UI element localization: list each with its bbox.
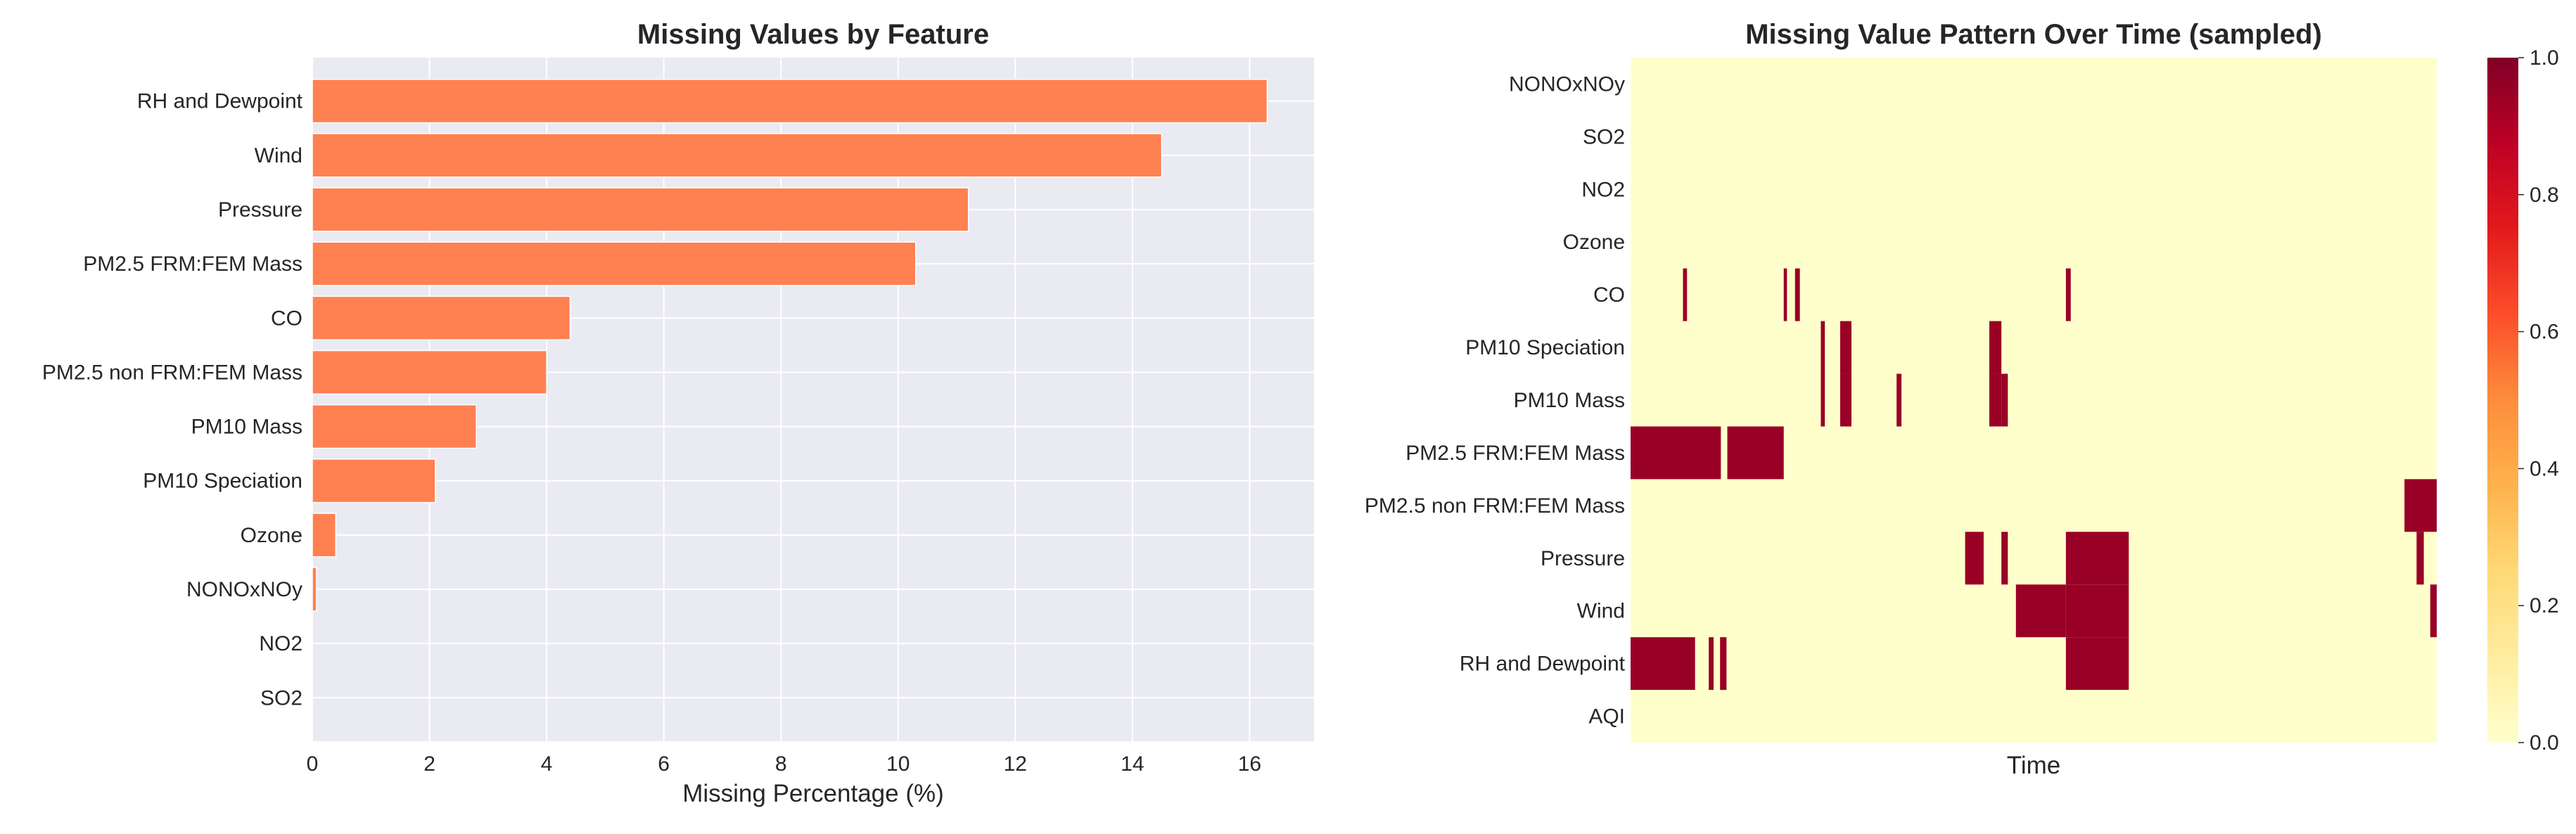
bar-category-label-11: SO2 [260,686,302,710]
heatmap-missing-cell [1709,637,1714,691]
heatmap-missing-cell [2065,584,2129,638]
bar-x-tick-7: 14 [1121,752,1144,776]
bar-chart-title: Missing Values by Feature [637,19,989,50]
heatmap-colorbar: 0.0 0.2 0.4 0.6 0.8 1.0 [2487,46,2559,755]
heatmap-missing-cell [1896,373,1902,427]
bar-category-label-4: CO [271,307,302,330]
heatmap-background [1631,58,2437,743]
bar-x-tick-2: 4 [541,752,553,776]
bar-x-tick-labels: 0 2 4 6 8 10 12 14 16 [307,752,1261,776]
heatmap-missing-cell [1821,321,1825,374]
bar-x-tick-3: 6 [658,752,670,776]
colorbar-tick-3: 0.6 [2530,321,2559,344]
bar-6 [312,404,477,449]
heatmap-missing-cell [1821,373,1825,427]
bar-category-label-10: NO2 [259,632,302,655]
heatmap-title: Missing Value Pattern Over Time (sampled… [1745,19,2322,50]
bar-category-label-9: NONOxNOy [186,578,302,601]
bar-category-labels: RH and Dewpoint Wind Pressure PM2.5 FRM:FEM… [42,90,303,710]
bar-x-axis-label: Missing Percentage (%) [682,780,944,807]
heatmap-row-label-6: PM10 Mass [1514,389,1625,412]
heatmap-missing-cell [1720,637,1727,691]
bar-4 [312,295,571,340]
heatmap-missing-cell [1989,321,2002,374]
colorbar-gradient [2487,58,2518,743]
heatmap-row-labels: NONOxNOy SO2 NO2 Ozone CO PM10 Speciation PM10… [1365,72,1626,728]
bar-8 [312,513,337,558]
heatmap-cells [1631,58,2437,743]
heatmap-missing-cell [1839,373,1852,427]
bar-category-label-1: Wind [255,144,302,167]
heatmap-row-label-2: NO2 [1581,178,1625,201]
heatmap-missing-cell [2430,584,2437,638]
bar-9 [312,567,317,612]
bar-chart-panel: RH and Dewpoint Wind Pressure PM2.5 FRM:FEM… [42,19,1314,807]
heatmap-missing-cell [1794,268,1800,321]
bar-x-tick-0: 0 [307,752,319,776]
bar-3 [312,241,917,286]
bar-series [312,79,1268,612]
bar-7 [312,458,436,503]
bar-category-label-5: PM2.5 non FRM:FEM Mass [42,361,302,384]
heatmap-row-label-12: AQI [1588,705,1625,729]
heatmap-missing-cell [2065,532,2129,585]
bar-2 [312,187,969,232]
heatmap-row-label-3: Ozone [1563,231,1625,254]
bar-x-tick-6: 12 [1004,752,1027,776]
heatmap-row-label-11: RH and Dewpoint [1460,653,1626,676]
heatmap-row-label-0: NONOxNOy [1509,72,1625,96]
heatmap-missing-cell [1631,637,1695,691]
bar-category-label-8: Ozone [241,524,302,547]
heatmap-row-label-1: SO2 [1583,125,1625,148]
bar-x-tick-1: 2 [423,752,435,776]
heatmap-missing-cell [2065,637,2129,691]
heatmap-missing-cell [2065,268,2071,321]
bar-category-label-3: PM2.5 FRM:FEM Mass [83,252,302,276]
heatmap-row-label-4: CO [1593,283,1625,307]
heatmap-missing-cell [2001,532,2008,585]
heatmap-missing-cell [1989,373,2002,427]
bar-category-label-0: RH and Dewpoint [137,90,303,113]
colorbar-tick-5: 1.0 [2530,46,2559,70]
heatmap-missing-cell [2015,584,2066,638]
bar-1 [312,133,1163,178]
heatmap-missing-cell [1783,268,1787,321]
bar-category-label-7: PM10 Speciation [143,470,302,493]
heatmap-missing-cell [2404,479,2437,532]
heatmap-row-label-5: PM10 Speciation [1465,336,1625,359]
heatmap-x-axis-label: Time [2007,752,2060,779]
heatmap-missing-cell [2001,373,2008,427]
heatmap-missing-cell [1727,426,1784,480]
heatmap-missing-cell [2416,532,2424,585]
bar-category-label-2: Pressure [218,198,302,222]
heatmap-row-label-7: PM2.5 FRM:FEM Mass [1405,442,1625,465]
heatmap-row-label-9: Pressure [1541,547,1625,570]
bar-x-tick-4: 8 [775,752,787,776]
colorbar-tick-labels: 0.0 0.2 0.4 0.6 0.8 1.0 [2518,46,2559,755]
heatmap-missing-cell [1965,532,1984,585]
heatmap-missing-cell [1839,321,1852,374]
heatmap-row-label-10: Wind [1577,600,1625,623]
bar-x-tick-8: 16 [1238,752,1261,776]
bar-0 [312,79,1268,124]
colorbar-tick-4: 0.8 [2530,184,2559,207]
heatmap-row-label-8: PM2.5 non FRM:FEM Mass [1365,494,1625,518]
colorbar-tick-0: 0.0 [2530,731,2559,755]
heatmap-panel: NONOxNOy SO2 NO2 Ozone CO PM10 Speciation PM10… [1365,19,2437,779]
heatmap-missing-cell [1631,426,1721,480]
bar-category-label-6: PM10 Mass [191,416,302,439]
heatmap-missing-cell [1683,268,1688,321]
colorbar-tick-1: 0.2 [2530,594,2559,617]
colorbar-tick-2: 0.4 [2530,457,2559,480]
bar-x-tick-5: 10 [886,752,910,776]
bar-5 [312,349,547,395]
